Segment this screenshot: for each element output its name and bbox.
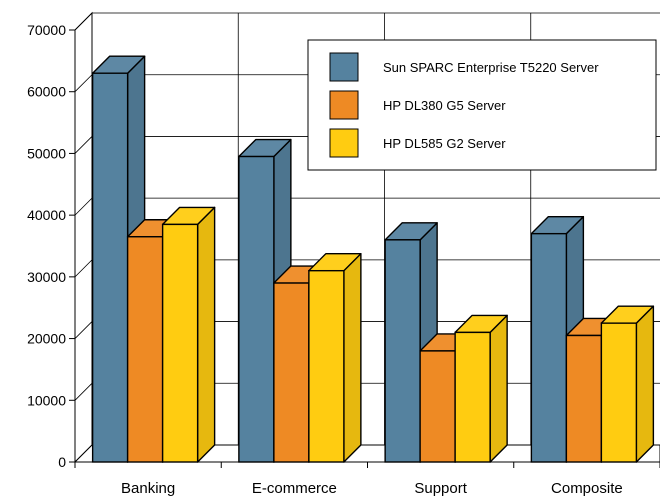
x-tick-label: Support	[414, 480, 467, 497]
bar-series	[91, 55, 655, 463]
bar-front	[126, 236, 164, 463]
bar-side	[635, 305, 655, 463]
x-tick-label: Banking	[121, 480, 175, 497]
legend-label: HP DL585 G2 Server	[383, 136, 506, 151]
bar	[161, 206, 216, 463]
legend-swatch	[329, 128, 359, 158]
bar	[454, 314, 508, 463]
legend-label: HP DL380 G5 Server	[383, 98, 506, 113]
y-tick-label: 50000	[27, 145, 66, 161]
bar-front	[238, 155, 275, 463]
y-tick-label: 0	[58, 454, 66, 470]
y-tick-label: 10000	[27, 392, 66, 408]
legend-label: Sun SPARC Enterprise T5220 Server	[383, 60, 599, 75]
bar-front	[600, 322, 638, 463]
bar-front	[419, 350, 456, 463]
bar-side	[343, 252, 362, 463]
bar	[600, 305, 655, 463]
gridline-horizontal	[74, 12, 660, 31]
bar-front	[384, 239, 421, 463]
bar	[308, 252, 362, 463]
side-wall	[74, 11, 93, 464]
bar-side	[489, 314, 508, 463]
legend-swatch	[329, 90, 359, 120]
y-tick-label: 60000	[27, 84, 66, 100]
y-tick-label: 70000	[27, 22, 66, 38]
x-tick-label: Composite	[551, 480, 623, 497]
bar-front	[161, 223, 199, 463]
bar-side	[196, 206, 216, 463]
bar-front	[273, 282, 310, 463]
y-tick-label: 30000	[27, 269, 66, 285]
bar-front	[308, 269, 345, 463]
bar-front	[91, 72, 129, 463]
bar-front	[454, 331, 491, 463]
x-axis-categories: Banking E-commerce Support Composite	[74, 462, 660, 497]
x-tick-label: E-commerce	[252, 480, 337, 497]
legend-swatch	[329, 52, 359, 82]
legend-box	[307, 39, 657, 171]
chart-legend: Sun SPARC Enterprise T5220 Server HP DL38…	[307, 39, 657, 171]
bar-front	[565, 334, 603, 463]
y-tick-label: 40000	[27, 207, 66, 223]
y-axis-ticks: 0 10000 20000 30000 40000 50000 60000 70000	[27, 22, 75, 470]
bar-front	[530, 232, 568, 463]
y-tick-label: 20000	[27, 331, 66, 347]
